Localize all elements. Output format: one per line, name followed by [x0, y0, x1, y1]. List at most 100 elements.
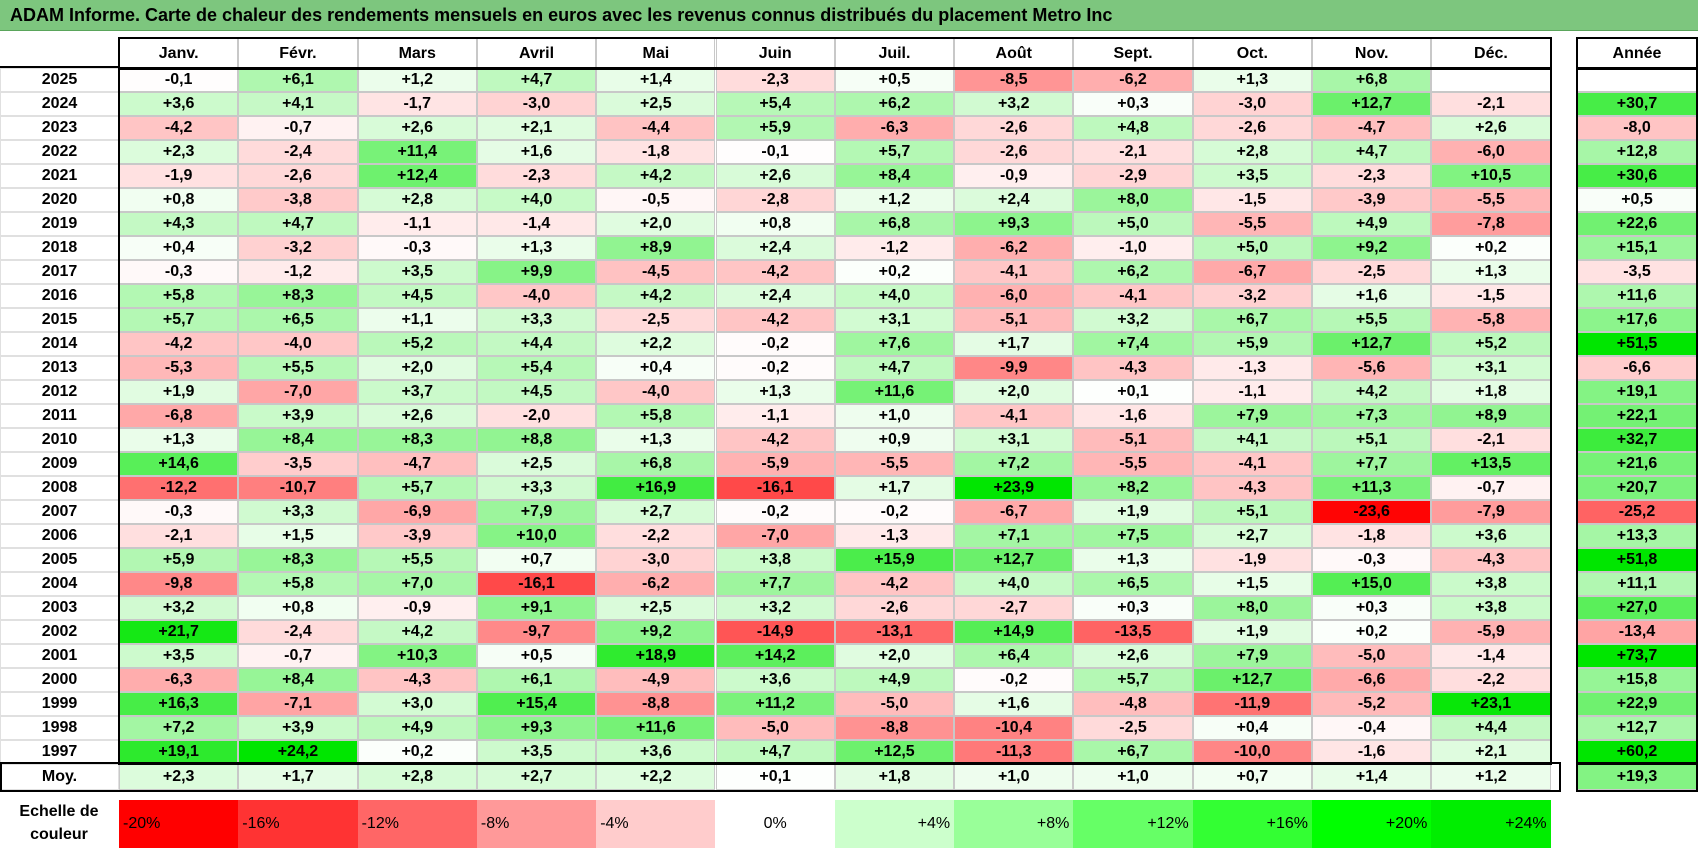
year-label: 2006: [0, 524, 119, 548]
heatmap-cell: +6,7: [1192, 308, 1312, 332]
color-scale-stop: +20%: [1312, 800, 1432, 848]
heatmap-cell: +15,0: [1312, 572, 1432, 596]
heatmap-cell: -14,9: [715, 620, 835, 644]
heatmap-cell: +11,2: [715, 692, 835, 716]
heatmap-cell: +1,5: [238, 524, 358, 548]
heatmap-cell: -16,1: [715, 476, 835, 500]
year-label: 1997: [0, 740, 119, 764]
heatmap-cell: +12,4: [357, 164, 477, 188]
annual-cell: +17,6: [1577, 308, 1697, 332]
heatmap-cell: +0,3: [1073, 92, 1193, 116]
heatmap-cell: -4,3: [357, 668, 477, 692]
heatmap-cell: +0,8: [715, 212, 835, 236]
heatmap-cell: -8,8: [596, 692, 716, 716]
heatmap-cell: -1,1: [357, 212, 477, 236]
heatmap-cell: -2,4: [238, 140, 358, 164]
heatmap-cell: +11,3: [1312, 476, 1432, 500]
heatmap-cell: -6,9: [357, 500, 477, 524]
heatmap-cell: -5,9: [1431, 620, 1551, 644]
heatmap-cell: -5,8: [1431, 308, 1551, 332]
heatmap-cell: +12,5: [834, 740, 955, 764]
heatmap-cell: -13,5: [1073, 620, 1193, 644]
color-scale-stop: +8%: [954, 800, 1074, 848]
heatmap-cell: -1,1: [715, 404, 835, 428]
heatmap-cell: +5,7: [357, 476, 477, 500]
heatmap-cell: +8,2: [1073, 476, 1193, 500]
heatmap-cell: -1,5: [1192, 188, 1312, 212]
heatmap-cell: +14,6: [119, 452, 239, 476]
average-cell: +1,0: [954, 764, 1074, 790]
heatmap-cell: -4,7: [357, 452, 477, 476]
heatmap-cell: +3,7: [357, 380, 477, 404]
heatmap-cell: +4,9: [357, 716, 477, 740]
heatmap-cell: +1,9: [1073, 500, 1193, 524]
heatmap-cell: +4,1: [1192, 428, 1312, 452]
heatmap-cell: +3,5: [476, 740, 597, 764]
annual-cell: +12,7: [1577, 716, 1697, 740]
heatmap-cell: -5,6: [1312, 356, 1432, 380]
heatmap-cell: +8,0: [1073, 188, 1193, 212]
heatmap-cell: -2,5: [1073, 716, 1193, 740]
heatmap-cell: -2,8: [715, 188, 835, 212]
heatmap-cell: +5,5: [1312, 308, 1432, 332]
heatmap-cell: +8,3: [238, 548, 358, 572]
heatmap-cell: +1,7: [954, 332, 1074, 356]
average-cell: +0,1: [715, 764, 835, 790]
header-underline: [0, 66, 119, 68]
year-label: 2020: [0, 188, 119, 212]
heatmap-cell: +3,5: [119, 644, 239, 668]
heatmap-cell: -13,1: [834, 620, 955, 644]
heatmap-cell: -2,0: [476, 404, 597, 428]
heatmap-cell: -6,2: [954, 236, 1074, 260]
heatmap-cell: -16,1: [476, 572, 597, 596]
heatmap-cell: +4,2: [596, 284, 716, 308]
year-label: 1998: [0, 716, 119, 740]
heatmap-cell: -2,3: [476, 164, 597, 188]
heatmap-cell: +1,3: [1073, 548, 1193, 572]
heatmap-cell: -2,6: [834, 596, 955, 620]
heatmap-cell: -8,8: [834, 716, 955, 740]
year-label: 2016: [0, 284, 119, 308]
heatmap-cell: +6,8: [1312, 68, 1432, 92]
year-label: 2017: [0, 260, 119, 284]
annual-cell: +73,7: [1577, 644, 1697, 668]
year-label: 2010: [0, 428, 119, 452]
average-cell: +2,7: [476, 764, 597, 790]
heatmap-cell: -8,5: [954, 68, 1074, 92]
heatmap-cell: -5,0: [1312, 644, 1432, 668]
heatmap-cell: +21,7: [119, 620, 239, 644]
heatmap-cell: +0,4: [119, 236, 239, 260]
heatmap-cell: +3,3: [476, 476, 597, 500]
heatmap-cell: +8,0: [1192, 596, 1312, 620]
heatmap-cell: +4,7: [834, 356, 955, 380]
color-scale-stop: -12%: [357, 800, 477, 848]
heatmap-cell: +0,8: [238, 596, 358, 620]
heatmap-cell: -23,6: [1312, 500, 1432, 524]
heatmap-cell: +2,0: [357, 356, 477, 380]
month-header: Janv.: [119, 38, 239, 69]
heatmap-cell: [1431, 68, 1551, 92]
heatmap-cell: -6,3: [119, 668, 239, 692]
heatmap-cell: -2,9: [1073, 164, 1193, 188]
heatmap-cell: -0,2: [715, 356, 835, 380]
heatmap-cell: +2,6: [357, 116, 477, 140]
heatmap-cell: +2,4: [715, 236, 835, 260]
average-cell: +2,3: [119, 764, 239, 790]
heatmap-cell: -2,2: [596, 524, 716, 548]
heatmap-cell: +1,3: [119, 428, 239, 452]
heatmap-cell: +0,5: [834, 68, 955, 92]
heatmap-cell: -6,6: [1312, 668, 1432, 692]
heatmap-cell: -1,2: [834, 236, 955, 260]
heatmap-cell: +8,3: [357, 428, 477, 452]
heatmap-cell: -1,0: [1073, 236, 1193, 260]
heatmap-cell: -3,9: [357, 524, 477, 548]
heatmap-cell: +12,7: [1312, 92, 1432, 116]
heatmap-cell: +3,3: [238, 500, 358, 524]
heatmap-cell: +6,5: [238, 308, 358, 332]
heatmap-cell: +19,1: [119, 740, 239, 764]
heatmap-cell: +9,3: [954, 212, 1074, 236]
heatmap-cell: +8,8: [476, 428, 597, 452]
heatmap-cell: -2,5: [596, 308, 716, 332]
annual-cell: +32,7: [1577, 428, 1697, 452]
heatmap-cell: -2,6: [954, 116, 1074, 140]
